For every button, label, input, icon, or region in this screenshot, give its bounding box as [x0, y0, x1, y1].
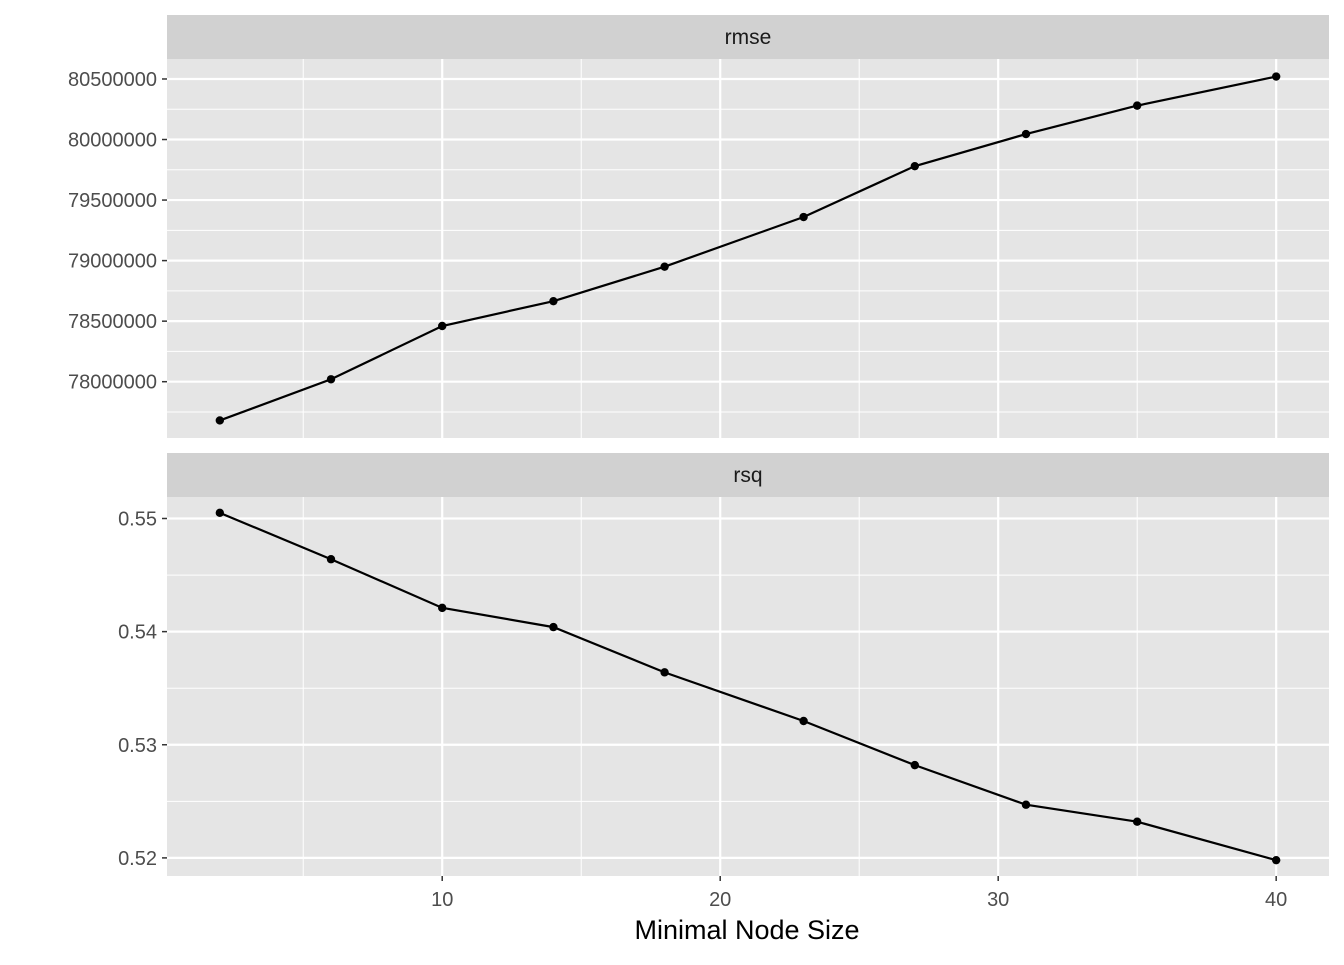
data-point [438, 603, 447, 613]
y-tick-label: 0.53 [118, 735, 157, 757]
y-tick-label: 79000000 [68, 251, 157, 273]
data-point [1132, 101, 1142, 110]
data-point [1271, 72, 1281, 81]
y-tick-label: 0.54 [118, 622, 157, 644]
x-tick-label: 10 [431, 889, 453, 911]
x-axis-title: Minimal Node Size [634, 915, 859, 945]
panel-background [167, 497, 1329, 876]
panel-rsq: rsq 0.52 0.53 0.54 0.55 10 20 30 40 [118, 453, 1329, 911]
strip-label: rsq [733, 464, 762, 487]
y-tick-label: 78500000 [68, 311, 157, 333]
data-point [1021, 129, 1031, 139]
y-tick-label: 0.52 [118, 848, 157, 870]
y-tick-label: 0.55 [118, 508, 157, 530]
y-tick-label: 80000000 [68, 130, 157, 152]
strip-background [167, 453, 1329, 497]
data-point [549, 622, 558, 632]
data-point [660, 668, 669, 677]
panels-layer: rmse 78000000 78500000 79000000 79500000 8000… [68, 15, 1329, 911]
panel-background [167, 59, 1329, 438]
data-point [910, 161, 919, 171]
y-tick-label: 78000000 [68, 372, 157, 394]
y-tick-label: 80500000 [68, 69, 157, 91]
data-point [1271, 855, 1281, 865]
strip-background [167, 15, 1329, 59]
series-line-rmse [219, 75, 1277, 422]
data-point [1132, 817, 1142, 826]
panel-rmse: rmse 78000000 78500000 79000000 79500000 8000… [68, 15, 1329, 438]
y-tick-label: 79500000 [68, 190, 157, 212]
data-point [326, 375, 336, 384]
data-point [549, 296, 558, 306]
data-point [215, 416, 225, 425]
data-point [438, 321, 447, 331]
data-point [910, 760, 919, 770]
data-point [799, 212, 808, 222]
x-tick-label: 30 [987, 889, 1009, 911]
data-point [215, 508, 225, 518]
data-point [799, 716, 808, 726]
data-point [660, 262, 669, 271]
data-point [1021, 800, 1031, 809]
x-tick-label: 20 [709, 889, 731, 911]
strip-label: rmse [725, 26, 772, 49]
data-point [326, 555, 336, 564]
x-tick-label: 40 [1265, 889, 1287, 911]
series-line-rsq [219, 511, 1277, 862]
